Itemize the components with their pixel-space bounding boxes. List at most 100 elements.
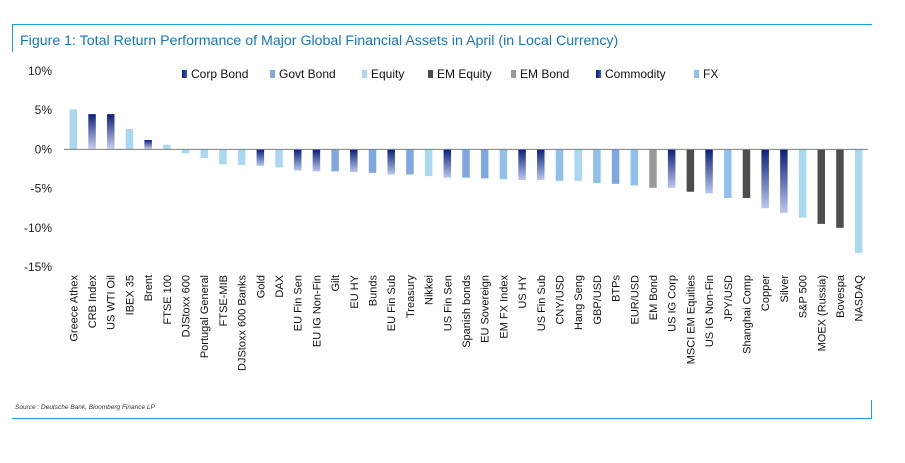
bar-djstoxx-600-banks [237, 149, 246, 166]
y-tick-label: -5% [31, 182, 53, 196]
bar-eu-ig-non-fin [312, 149, 321, 172]
x-tick-label: GBP/USD [592, 275, 604, 325]
x-tick-label: Shanghai Comp [741, 275, 753, 354]
legend-swatch [596, 70, 601, 78]
frame-top-border [12, 24, 872, 25]
bar-dax [275, 149, 283, 168]
x-tick-label: FTSE-MIB [218, 275, 230, 326]
x-tick-label: S&P 500 [798, 275, 810, 318]
legend-label: Corp Bond [191, 67, 248, 81]
bar-ftse-100 [163, 144, 171, 150]
x-tick-label: EM FX Index [498, 275, 510, 339]
legend-label: Commodity [605, 67, 666, 81]
legend-label: Equity [371, 67, 404, 81]
x-tick-label: DAX [274, 274, 286, 297]
source-note: Source : Deutsche Bank, Bloomberg Financ… [15, 404, 155, 411]
legend-swatch [270, 70, 275, 78]
bar-nasdaq [854, 149, 863, 253]
frame-right-border [871, 400, 872, 418]
legend-swatch [362, 70, 367, 78]
x-tick-label: Portugal General [199, 275, 211, 358]
bar-crb-index [88, 114, 96, 150]
x-tick-label: EM Bond [648, 275, 660, 320]
legend-label: FX [703, 67, 718, 81]
legend-label: EM Equity [437, 67, 492, 81]
legend: Corp Bond Govt Bond Equity EM Equity EM Bond… [182, 67, 718, 81]
bar-jpy-usd [724, 149, 732, 199]
y-axis: 10% 5% 0% -5% -10% -15% [24, 64, 52, 274]
bar-portugal-general [200, 149, 208, 159]
x-tick-label: US IG Corp [667, 275, 679, 332]
y-tick-label: -15% [24, 260, 52, 274]
x-tick-label: EU Fin Sen [293, 275, 305, 331]
frame-bottom-border [12, 418, 872, 419]
bar-us-fin-sub [537, 149, 545, 180]
x-tick-label: Gold [255, 275, 267, 298]
x-tick-label: Bovespa [835, 274, 847, 318]
x-tick-label: Spanish bonds [461, 275, 473, 348]
bar-em-bond [649, 149, 657, 188]
bar-eu-sovereign [480, 149, 489, 179]
x-tick-label: US Fin Sub [536, 275, 548, 331]
x-tick-label: Treasury [405, 275, 417, 318]
legend-swatch [694, 70, 699, 78]
x-tick-label: US IG Non-Fin [704, 275, 716, 347]
bar-spanish-bonds [462, 149, 470, 178]
y-tick-label: 10% [28, 64, 52, 78]
x-tick-label: EU Sovereign [480, 275, 492, 343]
x-tick-labels: Greece Athex CRB Index US WTI Oil IBEX 35 Br… [68, 274, 865, 371]
x-tick-label: NASDAQ [854, 275, 866, 322]
x-tick-label: DJStoxx 600 [181, 275, 193, 337]
x-tick-label: CNY/USD [554, 275, 566, 325]
bar-ibex-35 [125, 129, 134, 150]
bar-copper [761, 149, 769, 209]
x-tick-label: EU IG Non-Fin [311, 275, 323, 347]
bar-eu-fin-sen [293, 149, 302, 171]
y-tick-label: -10% [24, 221, 52, 235]
x-tick-label: EU Fin Sub [386, 275, 398, 331]
x-tick-label: BTPs [611, 275, 623, 302]
bar-brent [144, 139, 152, 150]
x-tick-label: EU HY [349, 274, 361, 308]
bar-shanghai-comp [742, 149, 751, 199]
x-tick-label: CRB Index [87, 275, 99, 329]
bar-hang-seng [574, 149, 582, 181]
x-tick-label: Nikkei [424, 275, 436, 305]
legend-swatch [511, 70, 516, 78]
bar-us-hy [518, 149, 526, 180]
bar-us-ig-non-fin [705, 149, 713, 194]
bar-s-p-500 [798, 149, 807, 218]
bar-ftse-mib [219, 149, 227, 165]
bar-msci-em-equities [686, 149, 695, 192]
bar-treasury [406, 149, 414, 175]
bar-us-ig-corp [667, 149, 676, 188]
frame-left-border [12, 24, 13, 52]
bar-eu-fin-sub [387, 149, 395, 175]
chart-title: Figure 1: Total Return Performance of Ma… [20, 33, 619, 49]
bars-group [69, 109, 863, 253]
x-tick-label: Hang Seng [573, 275, 585, 330]
bar-eur-usd [630, 149, 639, 186]
bar-greece-athex [69, 109, 78, 150]
x-tick-label: US HY [517, 274, 529, 308]
legend-label: EM Bond [520, 67, 569, 81]
x-tick-label: DJStoxx 600 Banks [237, 275, 249, 371]
y-tick-label: 5% [35, 103, 53, 117]
bar-us-wti-oil [106, 114, 115, 150]
x-tick-label: MOEX (Russia) [816, 275, 828, 351]
legend-label: Govt Bond [279, 67, 336, 81]
y-tick-label: 0% [35, 142, 53, 156]
bar-us-fin-sen [443, 149, 452, 178]
x-tick-label: US Fin Sen [442, 275, 454, 331]
x-tick-label: Copper [760, 275, 772, 311]
x-tick-label: FTSE 100 [162, 275, 174, 325]
legend-swatch [182, 70, 187, 78]
bar-em-fx-index [499, 149, 508, 180]
bar-nikkei [424, 149, 433, 177]
x-tick-label: Silver [779, 275, 791, 303]
x-tick-label: IBEX 35 [124, 275, 136, 315]
x-tick-label: Gilt [330, 275, 342, 292]
bar-cny-usd [555, 149, 564, 181]
bar-bovespa [836, 149, 844, 228]
